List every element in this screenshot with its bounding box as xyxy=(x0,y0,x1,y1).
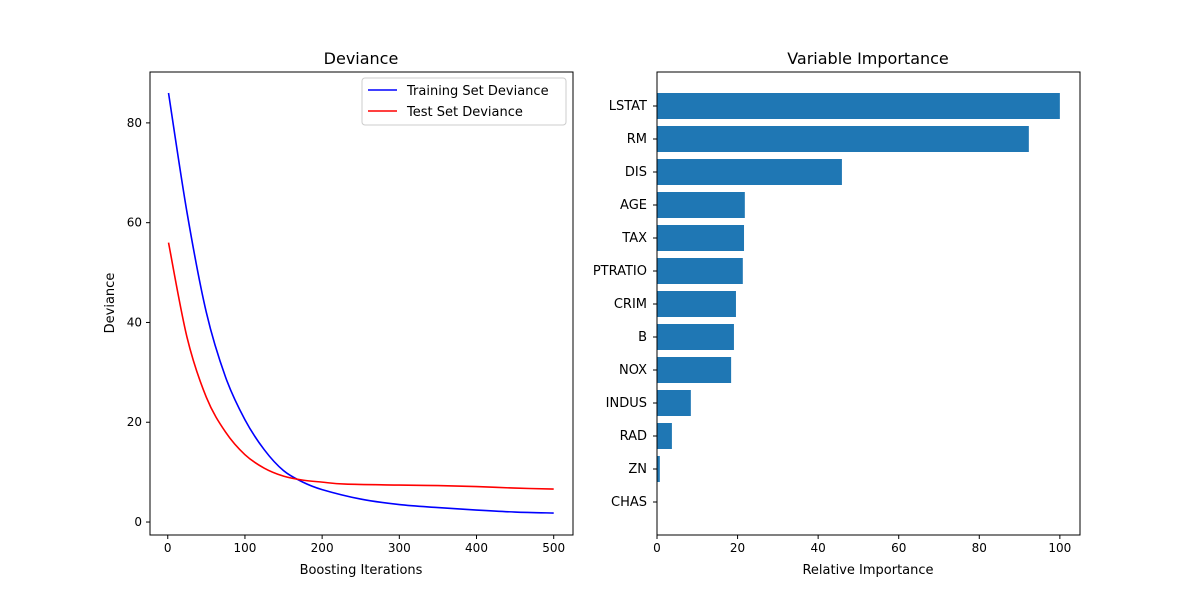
x-tick-label: 40 xyxy=(811,541,826,555)
y-tick-label: LSTAT xyxy=(609,99,647,114)
deviance-axes-frame xyxy=(149,71,574,536)
y-tick-label: DIS xyxy=(625,165,647,180)
y-tick-label: CHAS xyxy=(611,495,647,510)
bar-rad xyxy=(657,423,672,449)
x-tick-label: 20 xyxy=(730,541,745,555)
deviance-ylabel: Deviance xyxy=(103,273,118,334)
x-tick-label: 60 xyxy=(891,541,906,555)
y-tick-label: RM xyxy=(627,132,647,147)
x-tick-label: 200 xyxy=(311,541,334,555)
importance-axes-frame xyxy=(656,71,1081,536)
y-tick-label: 60 xyxy=(127,216,142,230)
x-tick-label: 0 xyxy=(653,541,661,555)
bar-rm xyxy=(657,126,1029,152)
importance-axes: Variable Importance Relative Importance … xyxy=(593,49,1081,578)
y-tick-label: CRIM xyxy=(614,297,647,312)
deviance-title: Deviance xyxy=(324,49,399,68)
bar-zn xyxy=(657,456,660,482)
importance-xlabel: Relative Importance xyxy=(802,563,933,578)
x-tick-label: 400 xyxy=(465,541,488,555)
y-tick-label: 20 xyxy=(127,415,142,429)
bar-age xyxy=(657,192,745,218)
deviance-axes: Deviance Boosting Iterations Deviance 0 1… xyxy=(103,49,574,578)
x-tick-label: 300 xyxy=(388,541,411,555)
series-line-test xyxy=(167,242,554,490)
y-tick-label: RAD xyxy=(620,429,647,444)
y-tick-label: B xyxy=(638,330,647,345)
y-tick-label: AGE xyxy=(620,198,647,213)
series-line-training xyxy=(167,92,554,514)
x-tick-label: 100 xyxy=(233,541,256,555)
bar-dis xyxy=(657,159,842,185)
bar-nox xyxy=(657,357,732,383)
x-tick-label: 500 xyxy=(542,541,565,555)
legend-box xyxy=(361,77,567,126)
legend-label: Training Set Deviance xyxy=(406,84,549,99)
deviance-xlabel: Boosting Iterations xyxy=(300,563,423,578)
y-tick-label: TAX xyxy=(621,231,647,246)
x-tick-label: 0 xyxy=(164,541,172,555)
x-tick-label: 100 xyxy=(1048,541,1071,555)
y-tick-label: 40 xyxy=(127,315,142,329)
legend-label: Test Set Deviance xyxy=(406,105,523,120)
y-tick-label: 0 xyxy=(134,515,142,529)
y-tick-label: INDUS xyxy=(606,396,647,411)
bar-b xyxy=(657,324,734,350)
y-tick-label: 80 xyxy=(127,116,142,130)
y-tick-label: PTRATIO xyxy=(593,264,647,279)
y-tick-label: NOX xyxy=(619,363,647,378)
y-tick-label: ZN xyxy=(628,462,647,477)
bar-tax xyxy=(657,225,745,251)
bar-lstat xyxy=(657,93,1060,119)
bar-ptratio xyxy=(657,258,743,284)
importance-title: Variable Importance xyxy=(787,49,949,68)
legend: Training Set Deviance Test Set Deviance xyxy=(361,77,567,126)
x-tick-label: 80 xyxy=(972,541,987,555)
bar-crim xyxy=(657,291,736,317)
bar-indus xyxy=(657,390,691,416)
